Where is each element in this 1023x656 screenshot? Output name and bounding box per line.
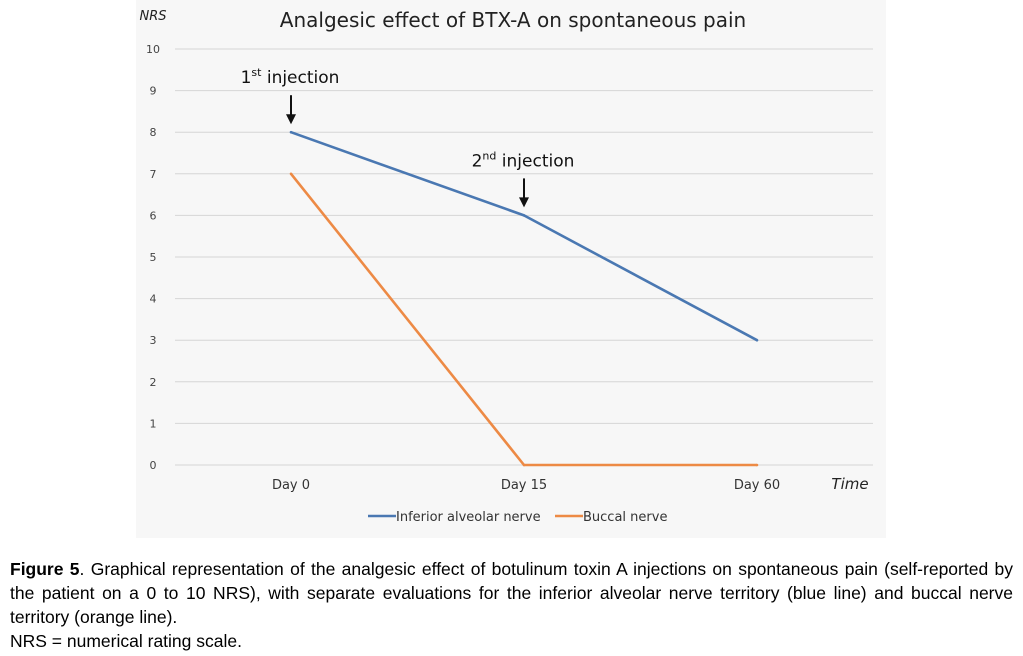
y-tick-label: 8 [150, 126, 157, 139]
caption-text: . Graphical representation of the analge… [10, 559, 1013, 627]
y-tick-label: 5 [150, 251, 157, 264]
y-tick-label: 6 [150, 209, 157, 222]
chart-title: Analgesic effect of BTX-A on spontaneous… [280, 8, 746, 32]
y-tick-label: 4 [150, 293, 157, 306]
y-axis-label: NRS [139, 9, 166, 24]
down-arrow-icon [519, 197, 529, 208]
y-tick-label: 2 [150, 376, 157, 389]
legend-label: Inferior alveolar nerve [396, 510, 541, 525]
caption-abbreviation: NRS = numerical rating scale. [10, 631, 242, 651]
gridlines [175, 48, 873, 466]
data-point [522, 214, 526, 217]
injection-annotations: 1st injection 2nd injection [241, 66, 575, 208]
series-line-buccal-nerve [289, 172, 757, 467]
injection-annotation: 2nd injection [472, 149, 575, 208]
series-lines [289, 130, 759, 467]
y-tick-labels: 0 1 2 3 4 5 6 7 8 9 10 [146, 43, 160, 472]
figure-caption: Figure 5. Graphical representation of th… [10, 557, 1013, 653]
data-point [522, 463, 526, 467]
legend-label: Buccal nerve [583, 510, 667, 525]
y-tick-label: 10 [146, 43, 160, 56]
caption-label: Figure 5 [10, 559, 80, 579]
x-tick-label: Day 15 [501, 478, 547, 493]
data-point [755, 463, 759, 467]
data-point [755, 338, 759, 342]
x-tick-labels: Day 0 Day 15 Day 60 [272, 478, 780, 493]
injection-annotation: 1st injection [241, 66, 340, 125]
legend: Inferior alveolar nerve Buccal nerve [368, 510, 667, 525]
data-point [289, 130, 293, 134]
x-tick-label: Day 60 [734, 478, 780, 493]
y-tick-label: 3 [150, 334, 157, 347]
y-tick-label: 7 [150, 168, 157, 181]
data-point [289, 172, 293, 176]
x-tick-label: Day 0 [272, 478, 310, 493]
down-arrow-icon [286, 114, 296, 125]
x-axis-label: Time [831, 475, 868, 493]
line-chart: Analgesic effect of BTX-A on spontaneous… [139, 8, 873, 525]
y-tick-label: 0 [150, 459, 157, 472]
annotation-label: 2nd injection [472, 149, 575, 171]
annotation-label: 1st injection [241, 66, 340, 88]
y-tick-label: 9 [150, 85, 157, 98]
y-tick-label: 1 [150, 417, 157, 430]
